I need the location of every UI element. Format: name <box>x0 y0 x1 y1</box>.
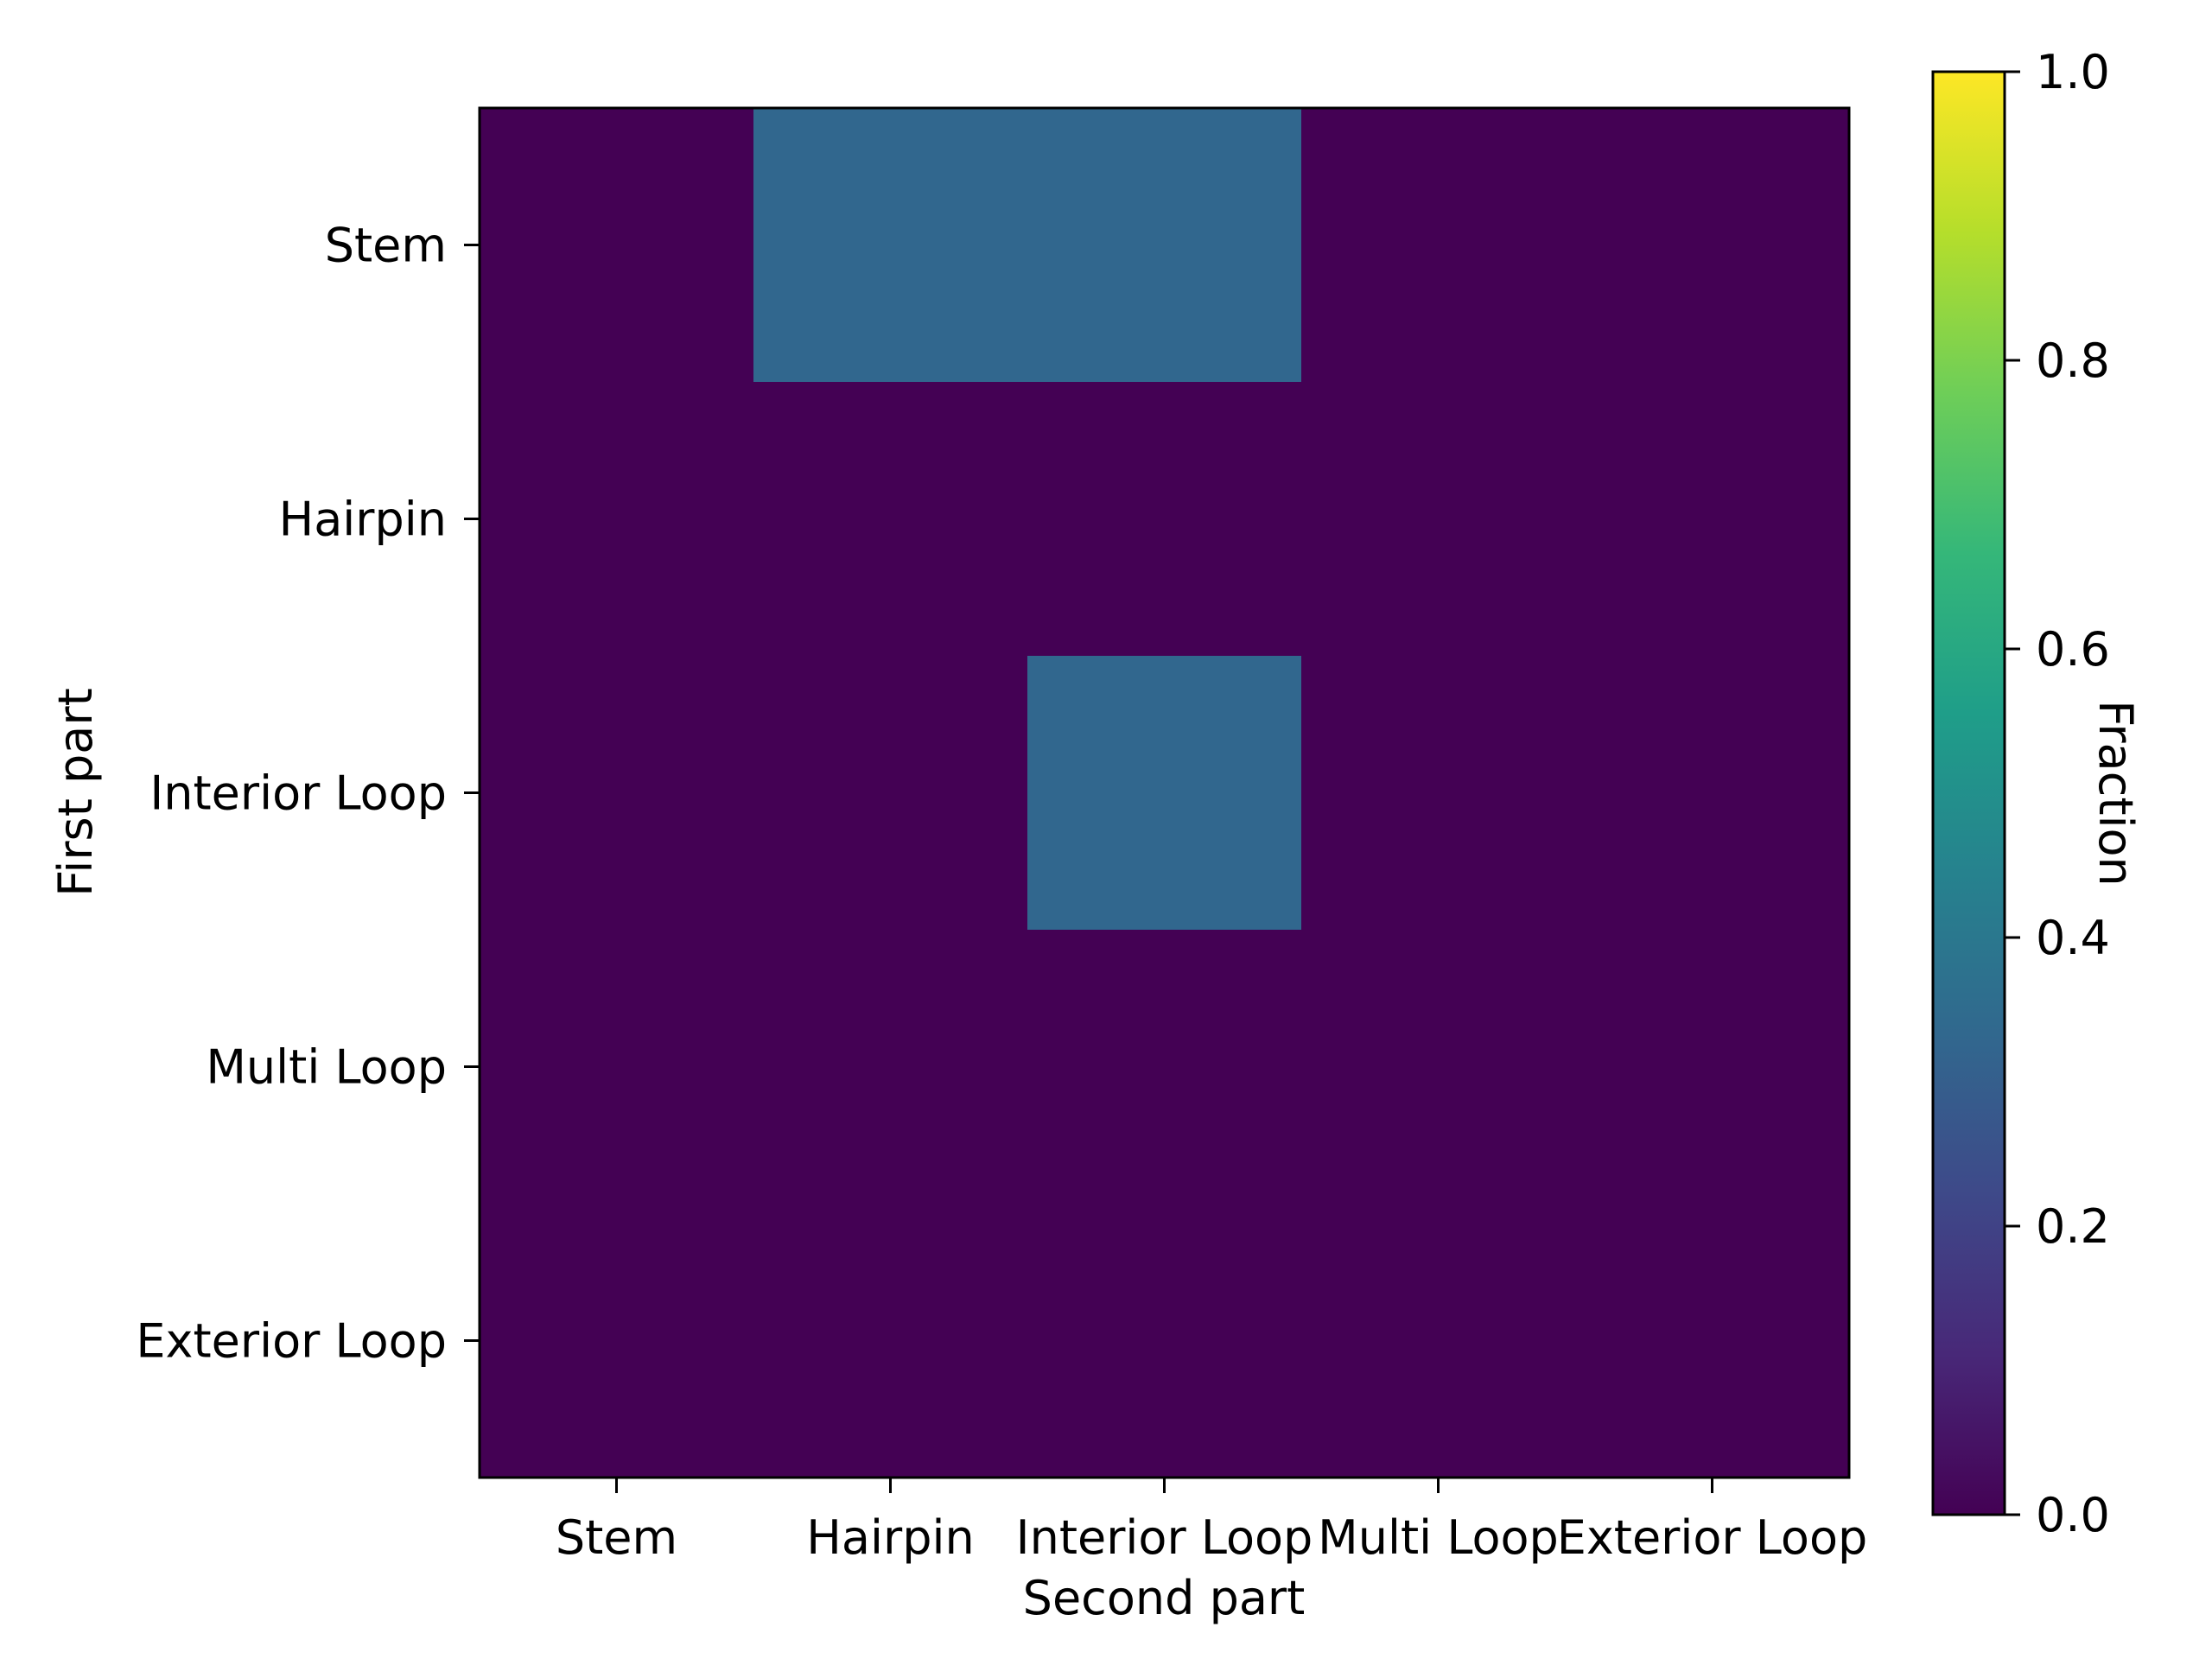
heatmap-cell <box>1301 1204 1576 1478</box>
heatmap-cell <box>753 656 1028 931</box>
heatmap-cell <box>480 382 754 657</box>
colorbar-label: Fraction <box>2088 700 2143 887</box>
x-axis-label: Second part <box>1023 1571 1306 1625</box>
heatmap-cell <box>1301 108 1576 383</box>
colorbar-frame <box>1931 70 2006 1516</box>
heatmap-cell <box>1027 930 1302 1205</box>
heatmap-cell <box>1301 656 1576 931</box>
heatmap-cell <box>1027 656 1302 931</box>
heatmap-cell <box>1027 1204 1302 1478</box>
y-axis-label: First part <box>48 688 103 897</box>
colorbar-tick-label: 0.0 <box>2036 1488 2110 1542</box>
x-tick-label: Stem <box>556 1510 677 1565</box>
heatmap-cell <box>1575 930 1850 1205</box>
colorbar-tick-label: 0.2 <box>2036 1199 2110 1254</box>
x-tick-label: Exterior Loop <box>1557 1510 1868 1565</box>
x-axis: Stem Hairpin Interior Loop Multi LoopExteri… <box>556 1478 1867 1565</box>
y-tick-label: Exterior Loop <box>136 1314 447 1369</box>
heatmap-cell <box>753 930 1028 1205</box>
heatmap-cell <box>480 656 754 931</box>
heatmap-cell <box>1301 930 1576 1205</box>
colorbar-tick-label: 1.0 <box>2036 45 2110 99</box>
heatmap-cell <box>480 1204 754 1478</box>
colorbar-tick-label: 0.8 <box>2036 334 2110 388</box>
x-tick-label: Multi Loop <box>1318 1510 1559 1565</box>
heatmap-cell <box>1575 656 1850 931</box>
heatmap-cell <box>1027 108 1302 383</box>
heatmap-cells <box>480 108 1850 1478</box>
y-tick-label: Hairpin <box>279 493 447 547</box>
y-tick-label: Interior Loop <box>149 766 447 821</box>
colorbar-ticks: 0.0 0.2 0.4 0.6 0.8 1.0 <box>2005 45 2110 1542</box>
x-tick-label: Interior Loop <box>1016 1510 1313 1565</box>
heatmap-cell <box>753 108 1028 383</box>
heatmap-cell <box>1301 382 1576 657</box>
colorbar-gradient <box>1933 72 2005 1515</box>
heatmap-cell <box>480 108 754 383</box>
heatmap-cell <box>1575 108 1850 383</box>
y-tick-label: Multi Loop <box>206 1040 447 1095</box>
colorbar: 0.0 0.2 0.4 0.6 0.8 1.0 Fraction <box>1931 45 2143 1542</box>
colorbar-tick-label: 0.4 <box>2036 911 2110 965</box>
y-axis: Stem Hairpin Interior Loop Multi Loop Exteri… <box>136 219 480 1369</box>
heatmap-cell <box>753 1204 1028 1478</box>
heatmap-cell <box>1575 1204 1850 1478</box>
colorbar-tick-label: 0.6 <box>2036 622 2110 677</box>
heatmap-cell <box>1575 382 1850 657</box>
heatmap-cell <box>753 382 1028 657</box>
heatmap-cell <box>480 930 754 1205</box>
heatmap-cell <box>1027 382 1302 657</box>
y-tick-label: Stem <box>325 219 447 273</box>
x-tick-label: Hairpin <box>806 1510 974 1565</box>
